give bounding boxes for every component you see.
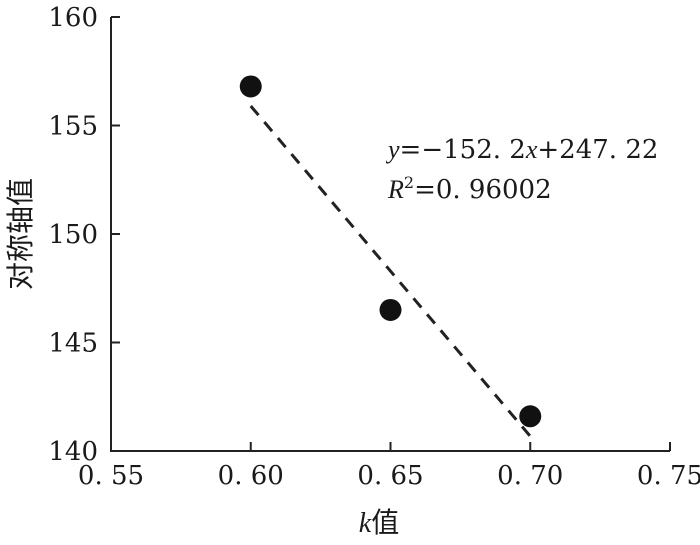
x-tick-label-1: 0. 60 — [218, 461, 284, 491]
y-tick-label-3: 155 — [48, 112, 98, 142]
ticks — [110, 16, 671, 452]
axes — [110, 17, 670, 452]
x-tick-label-0: 0. 55 — [78, 461, 144, 491]
trendline — [249, 105, 532, 438]
r-squared-label: R2=0. 96002 — [387, 173, 552, 205]
data-point-2 — [519, 405, 542, 428]
y-tick-label-2: 150 — [48, 220, 98, 250]
x-axis-title: k值 — [359, 506, 399, 539]
y-axis-title: 对称轴值 — [4, 178, 37, 290]
equation-label: y=−152. 2x+247. 22 — [385, 135, 658, 165]
data-point-0 — [239, 75, 262, 98]
data-points — [239, 75, 542, 428]
x-tick-label-4: 0. 75 — [637, 461, 700, 491]
y-tick-label-1: 145 — [48, 329, 98, 359]
x-tick-label-2: 0. 65 — [357, 461, 423, 491]
data-point-1 — [379, 298, 402, 321]
y-tick-label-4: 160 — [48, 3, 98, 33]
tick-labels: 0. 55 0. 60 0. 65 0. 70 0. 75 140 145 150 155 160 — [48, 3, 700, 491]
x-tick-label-3: 0. 70 — [497, 461, 563, 491]
y-tick-label-0: 140 — [48, 437, 98, 467]
